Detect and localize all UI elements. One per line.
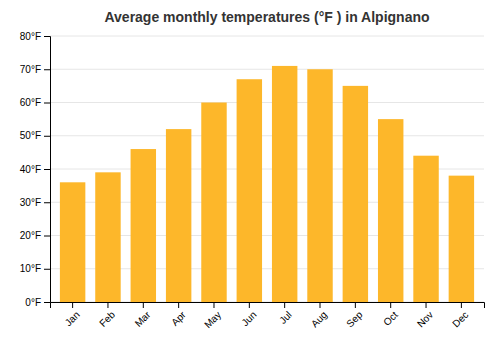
y-tick-mark	[44, 269, 50, 270]
grid	[50, 36, 484, 302]
bar	[449, 176, 474, 302]
y-axis-line	[44, 37, 51, 303]
y-tick-label: 10°F	[20, 263, 41, 274]
grid-line	[50, 135, 484, 136]
y-tick: 70°F	[20, 64, 50, 75]
x-tick: Mar	[133, 302, 153, 329]
y-tick: 50°F	[20, 130, 50, 141]
bar	[166, 129, 191, 302]
bar	[413, 156, 438, 302]
y-tick-label: 0°F	[25, 297, 41, 308]
x-tick-label: Jun	[239, 309, 258, 328]
bar	[237, 79, 262, 302]
x-tick-mark	[390, 302, 391, 308]
x-tick-mark	[72, 302, 73, 308]
x-tick-mark	[213, 302, 214, 308]
x-tick-mark	[461, 302, 462, 308]
y-tick-mark	[44, 69, 50, 70]
grid-line	[50, 36, 484, 37]
y-tick: 40°F	[20, 164, 50, 175]
y-tick-label: 80°F	[20, 31, 41, 42]
y-tick: 80°F	[20, 31, 50, 42]
x-tick-label: Dec	[450, 309, 470, 329]
x-tick: Jan	[63, 302, 82, 328]
x-tick-mark	[143, 302, 144, 308]
x-tick: Nov	[415, 302, 435, 329]
x-tick-mark	[249, 302, 250, 308]
x-tick: Aug	[309, 302, 329, 329]
bar	[378, 119, 403, 302]
y-tick-label: 20°F	[20, 230, 41, 241]
x-tick-mark	[320, 302, 321, 308]
y-tick-label: 70°F	[20, 64, 41, 75]
x-tick-label: Feb	[97, 309, 117, 329]
x-tick: Dec	[450, 302, 470, 329]
x-tick-mark	[178, 302, 179, 308]
bar	[272, 66, 297, 302]
bar	[201, 103, 226, 303]
y-tick-label: 50°F	[20, 130, 41, 141]
x-tick: May	[202, 302, 223, 330]
x-tick: Jun	[239, 302, 258, 328]
x-tick-label: Aug	[309, 309, 329, 329]
x-tick: Apr	[169, 302, 188, 328]
bar	[60, 182, 85, 302]
y-tick-mark	[44, 202, 50, 203]
x-tick-mark	[107, 302, 108, 308]
x-tick-label: Nov	[415, 309, 435, 329]
x-tick-mark	[426, 302, 427, 308]
y-tick-mark	[44, 169, 50, 170]
y-tick-mark	[44, 136, 50, 137]
bar	[95, 172, 120, 302]
x-tick-label: May	[202, 309, 223, 330]
y-tick: 60°F	[20, 97, 50, 108]
x-tick: Sep	[344, 302, 365, 329]
grid-line	[50, 69, 484, 70]
y-tick-mark	[44, 36, 50, 37]
y-tick-mark	[44, 236, 50, 237]
y-tick: 30°F	[20, 197, 50, 208]
y-tick-label: 30°F	[20, 197, 41, 208]
x-tick: Oct	[381, 302, 400, 328]
x-tick: Jul	[277, 302, 294, 326]
x-tick-label: Oct	[381, 309, 400, 328]
x-tick: Feb	[97, 302, 117, 329]
y-axis: 0°F 10°F 20°F 30°F 40°F 50°F 60°F 70°F 80°F	[20, 31, 51, 308]
y-tick-label: 60°F	[20, 97, 41, 108]
x-tick-label: Jul	[277, 309, 294, 326]
bars	[60, 66, 474, 302]
x-tick-label: Jan	[63, 309, 82, 328]
y-tick: 0°F	[25, 297, 50, 308]
y-tick: 10°F	[20, 263, 50, 274]
grid-line	[50, 102, 484, 103]
x-tick-label: Mar	[133, 309, 153, 329]
bar	[131, 149, 156, 302]
x-tick-mark	[355, 302, 356, 308]
x-axis: Jan Feb Mar Apr May Jun Jul Aug Sep Oct Nov Dec	[51, 302, 485, 330]
y-tick: 20°F	[20, 230, 50, 241]
title: Average monthly temperatures (°F ) in Al…	[104, 9, 429, 25]
y-tick-label: 40°F	[20, 164, 41, 175]
y-tick-mark	[44, 103, 50, 104]
plot: 0°F 10°F 20°F 30°F 40°F 50°F 60°F 70°F 80°F Jan Fe…	[20, 31, 485, 331]
x-axis-line	[51, 303, 485, 309]
x-tick-mark	[284, 302, 285, 308]
y-tick-mark	[44, 302, 50, 303]
chart: 0°F 10°F 20°F 30°F 40°F 50°F 60°F 70°F 80°F Jan Fe…	[0, 0, 500, 350]
x-tick-label: Sep	[344, 309, 365, 330]
x-tick-label: Apr	[169, 309, 188, 328]
bar	[307, 69, 332, 302]
bar	[343, 86, 368, 302]
